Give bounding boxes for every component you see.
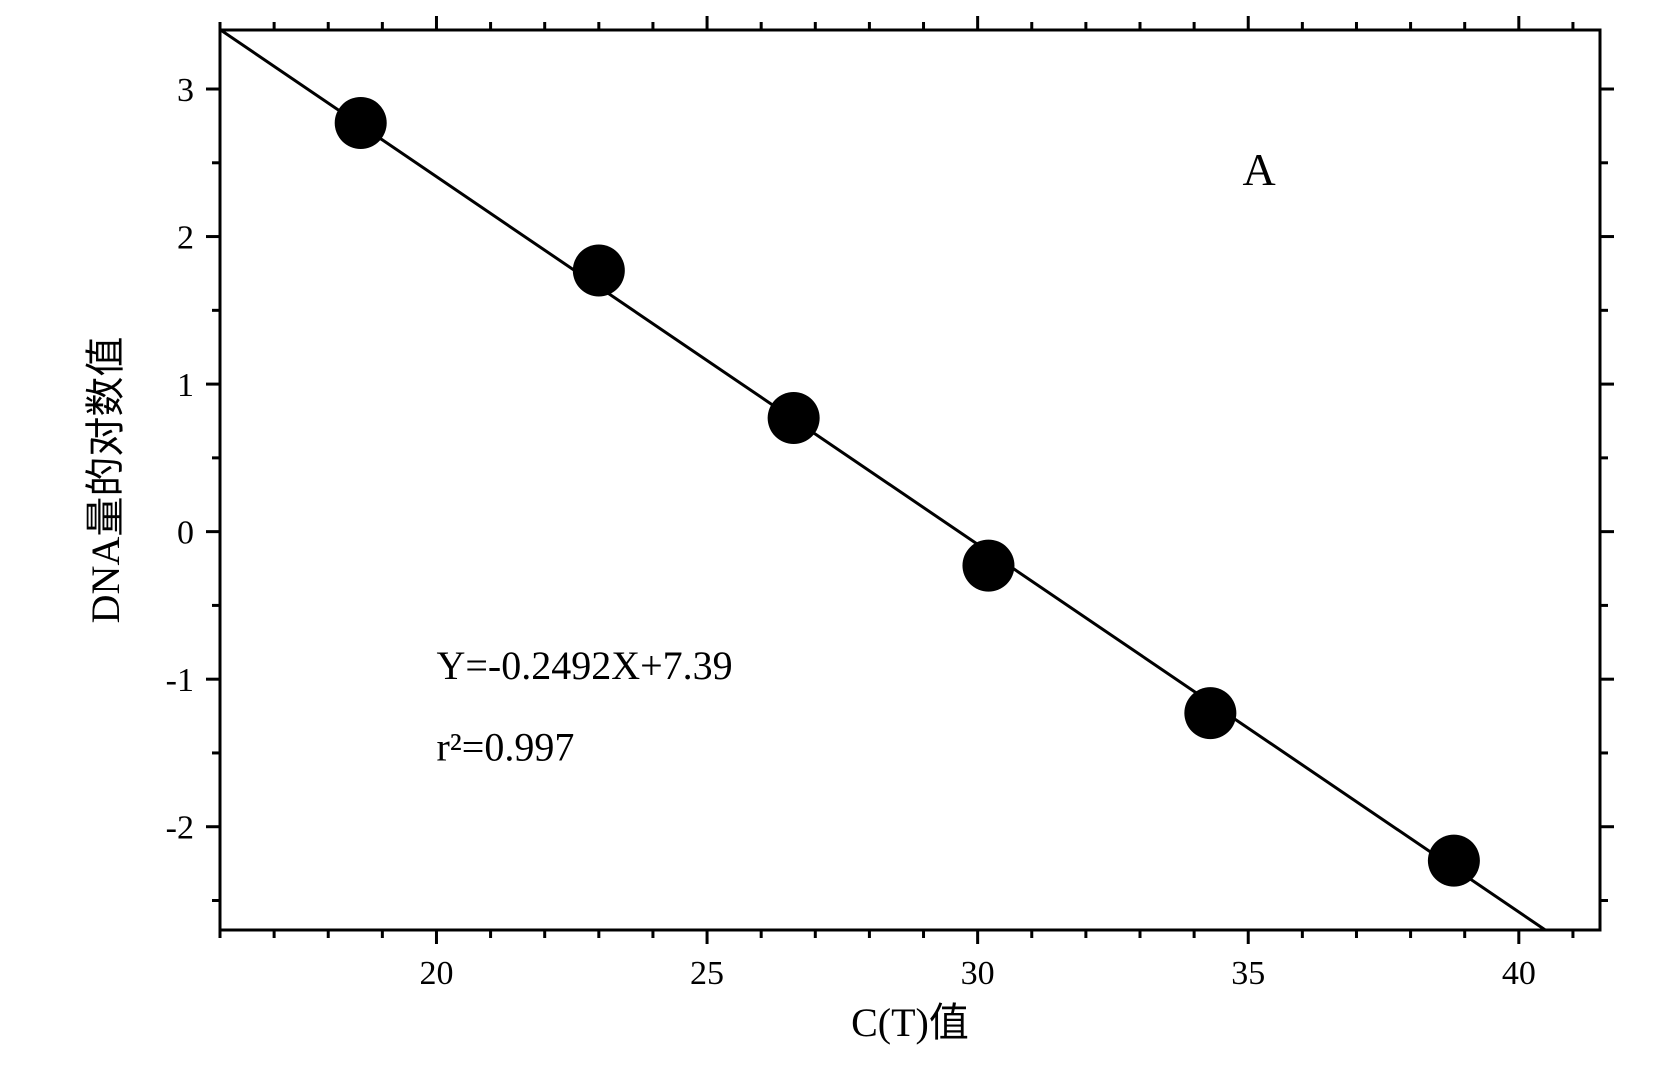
x-tick-label: 20 <box>419 955 453 992</box>
data-point <box>1428 835 1480 887</box>
data-point <box>335 97 387 149</box>
chart-svg: 20 25 30 35 40 -2 -1 0 1 2 3 C(T)值 DNA量的对数值 A Y=-0.249… <box>0 0 1680 1080</box>
y-tick-label: 1 <box>177 367 194 404</box>
data-point <box>573 244 625 296</box>
y-tick-label: 3 <box>177 72 194 109</box>
data-point <box>962 540 1014 592</box>
equation-line-2: r²=0.997 <box>436 724 574 769</box>
x-tick-label: 25 <box>690 955 724 992</box>
y-tick-label: -1 <box>166 662 194 699</box>
y-axis-label: DNA量的对数值 <box>83 337 128 624</box>
x-tick-label: 35 <box>1231 955 1265 992</box>
y-tick-label: -2 <box>166 810 194 847</box>
y-tick-label: 2 <box>177 219 194 256</box>
x-tick-label: 30 <box>961 955 995 992</box>
x-axis-label: C(T)值 <box>851 1000 969 1045</box>
equation-line-1: Y=-0.2492X+7.39 <box>436 643 732 688</box>
x-tick-label: 40 <box>1502 955 1536 992</box>
data-point <box>768 392 820 444</box>
panel-label: A <box>1242 144 1275 195</box>
chart-bg <box>0 0 1680 1080</box>
data-point <box>1184 687 1236 739</box>
y-tick-label: 0 <box>177 515 194 552</box>
chart-container: 20 25 30 35 40 -2 -1 0 1 2 3 C(T)值 DNA量的对数值 A Y=-0.249… <box>0 0 1680 1080</box>
